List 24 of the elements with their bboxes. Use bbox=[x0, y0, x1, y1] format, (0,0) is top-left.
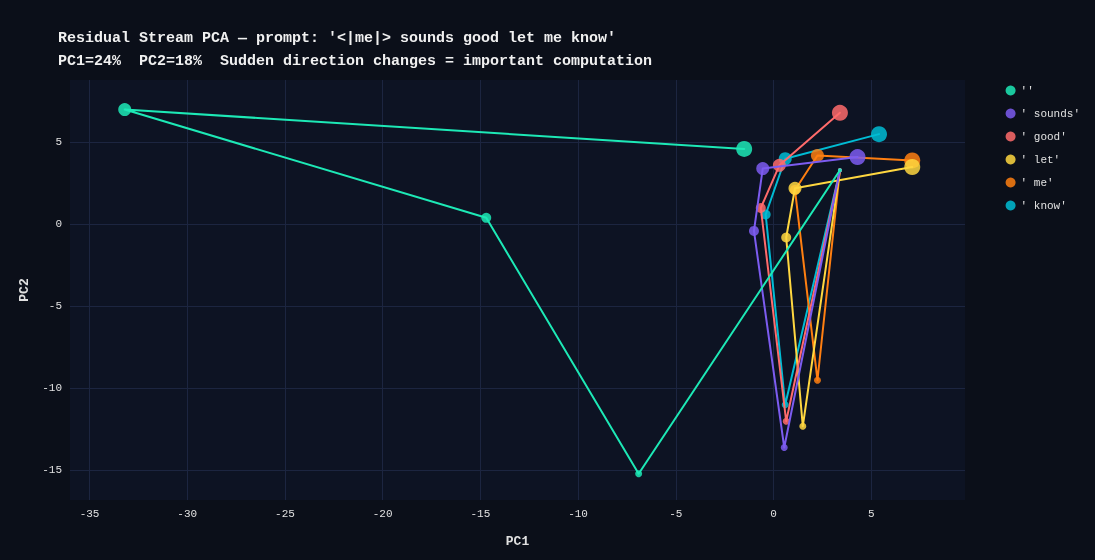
x-tick-label: -30 bbox=[177, 507, 198, 520]
legend-label: ' let' bbox=[1020, 153, 1061, 166]
legend-label: '' bbox=[1020, 84, 1034, 97]
y-tick-label: 5 bbox=[55, 136, 62, 149]
x-tick-label: -35 bbox=[79, 507, 100, 520]
y-axis-title: PC2 bbox=[17, 278, 33, 302]
chart-title: Residual Stream PCA — prompt: '<|me|> sounds good let me know' bbox=[58, 30, 617, 47]
legend-label: ' me' bbox=[1020, 176, 1054, 189]
x-axis-title: PC1 bbox=[505, 534, 530, 549]
x-tick-label: -25 bbox=[275, 507, 295, 520]
x-tick-label: -10 bbox=[568, 507, 588, 520]
y-tick-label: -15 bbox=[42, 464, 62, 477]
y-tick-label: -5 bbox=[48, 300, 62, 313]
legend-label: ' know' bbox=[1020, 199, 1067, 212]
legend-label: ' sounds' bbox=[1020, 107, 1081, 120]
chart-subtitle: PC1=24% PC2=18% Sudden direction changes = important computation bbox=[58, 53, 653, 70]
y-tick-label: -10 bbox=[42, 382, 62, 395]
x-tick-label: 5 bbox=[867, 507, 875, 520]
x-tick-label: -20 bbox=[372, 507, 393, 520]
x-tick-label: -15 bbox=[470, 507, 491, 520]
x-tick-label: -5 bbox=[669, 507, 683, 520]
x-tick-label: 0 bbox=[770, 507, 777, 520]
legend-label: ' good' bbox=[1020, 130, 1067, 143]
y-tick-label: 0 bbox=[55, 218, 62, 231]
